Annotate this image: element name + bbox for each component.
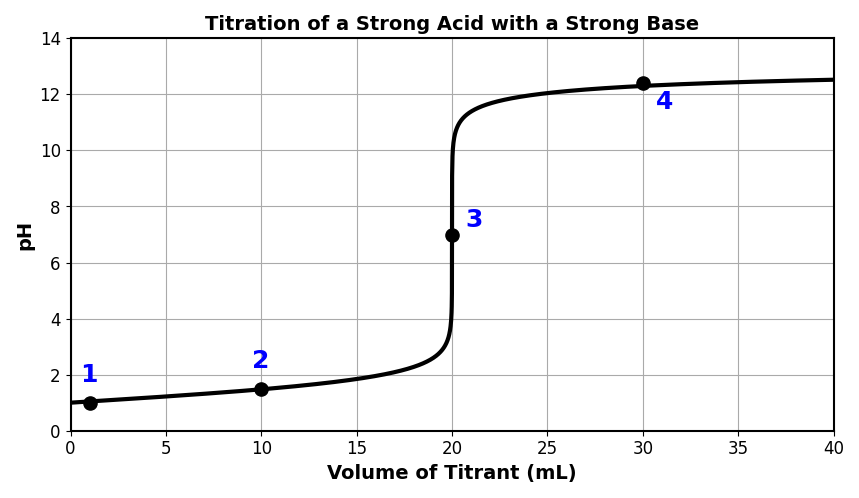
Point (82, 399, 96, 407)
Text: 4: 4 (656, 90, 673, 114)
Title: Titration of a Strong Acid with a Strong Base: Titration of a Strong Acid with a Strong… (205, 15, 699, 34)
Point (254, 384, 268, 392)
Point (445, 231, 459, 239)
X-axis label: Volume of Titrant (mL): Volume of Titrant (mL) (327, 464, 577, 483)
Y-axis label: pH: pH (15, 220, 34, 249)
Text: 2: 2 (252, 349, 269, 374)
Text: 3: 3 (466, 208, 483, 232)
Point (636, 79, 649, 87)
Text: 1: 1 (80, 363, 98, 387)
